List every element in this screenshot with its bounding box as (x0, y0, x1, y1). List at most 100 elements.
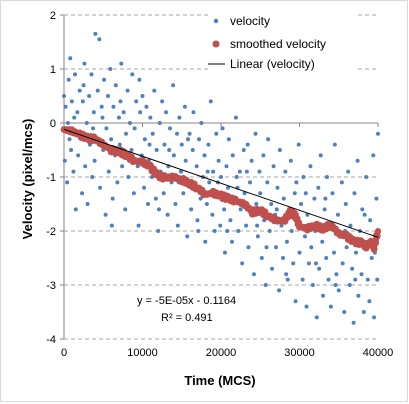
velocity-point (364, 175, 369, 179)
velocity-point (110, 196, 115, 201)
velocity-point (68, 56, 73, 61)
velocity-point (147, 142, 152, 147)
velocity-point (90, 175, 95, 179)
velocity-point (350, 266, 355, 271)
velocity-point (113, 83, 118, 88)
velocity-point (237, 169, 242, 174)
velocity-point (178, 169, 183, 174)
velocity-point (219, 175, 223, 179)
velocity-point (216, 158, 221, 163)
legend-marker-smoothed (212, 40, 220, 48)
velocity-point (89, 72, 94, 77)
velocity-point (229, 239, 234, 244)
velocity-point (326, 277, 331, 282)
velocity-point (85, 202, 90, 206)
velocity-point (269, 202, 274, 206)
velocity-point (255, 234, 260, 239)
velocity-point (277, 288, 282, 293)
velocity-point (121, 110, 126, 115)
velocity-point (187, 131, 192, 136)
velocity-point (284, 239, 289, 244)
velocity-point (81, 83, 86, 88)
velocity-point (340, 261, 345, 266)
velocity-point (274, 207, 279, 212)
velocity-point (339, 180, 344, 185)
velocity-point (324, 256, 329, 260)
velocity-point (291, 261, 296, 266)
y-tick-label: -1 (46, 172, 56, 184)
velocity-point (100, 115, 105, 120)
velocity-point (92, 158, 97, 163)
velocity-point (332, 142, 337, 147)
velocity-point (99, 104, 104, 109)
velocity-point (181, 191, 186, 196)
velocity-point (369, 256, 374, 260)
velocity-point (352, 191, 357, 196)
velocity-point (248, 180, 253, 185)
velocity-point (108, 67, 113, 71)
velocity-point (66, 77, 71, 82)
velocity-point (244, 223, 249, 228)
velocity-point (171, 153, 176, 158)
velocity-point (80, 99, 85, 104)
velocity-point (226, 137, 231, 142)
velocity-point (204, 202, 209, 206)
velocity-point (142, 185, 147, 190)
x-tick-label: 30000 (284, 347, 315, 359)
velocity-point (194, 164, 199, 169)
velocity-point (132, 126, 137, 131)
legend-marker-velocity (213, 18, 219, 24)
velocity-point (105, 94, 110, 98)
velocity-point (135, 164, 140, 169)
velocity-point (332, 250, 337, 255)
velocity-point (258, 191, 263, 196)
velocity-point (165, 212, 170, 217)
velocity-point (303, 191, 308, 196)
velocity-point (130, 72, 135, 77)
legend-label-smoothed: smoothed velocity (230, 37, 326, 51)
velocity-point (289, 229, 294, 233)
velocity-point (355, 158, 360, 163)
velocity-point (154, 148, 159, 152)
velocity-point (134, 99, 139, 104)
velocity-point (297, 250, 302, 255)
smoothed-velocity-point (370, 245, 378, 253)
velocity-point (300, 277, 305, 282)
velocity-point (342, 310, 347, 314)
velocity-point (140, 94, 145, 98)
velocity-point (368, 218, 373, 223)
velocity-point (240, 261, 245, 266)
velocity-point (214, 131, 219, 136)
velocity-point (160, 99, 165, 104)
velocity-point (313, 261, 318, 266)
velocity-point (65, 121, 70, 125)
y-tick-label: 1 (50, 64, 56, 76)
velocity-point (150, 131, 155, 136)
velocity-point (348, 223, 353, 228)
velocity-point (152, 88, 157, 93)
legend-box (208, 12, 358, 74)
linear-trendline (63, 128, 379, 238)
velocity-point (263, 283, 268, 287)
velocity-point (296, 142, 301, 147)
velocity-point (73, 207, 78, 212)
velocity-point (196, 229, 201, 233)
velocity-point (288, 158, 293, 163)
velocity-point (207, 180, 212, 185)
velocity-point (244, 169, 249, 174)
velocity-point (72, 72, 77, 77)
smoothed-velocity-point (372, 239, 380, 247)
velocity-point (304, 304, 309, 309)
velocity-point (316, 185, 321, 190)
velocity-point (208, 99, 213, 104)
velocity-point (361, 310, 366, 314)
velocity-point (175, 131, 180, 136)
velocity-point (109, 223, 114, 228)
velocity-point (173, 202, 178, 206)
axes-layer (60, 14, 379, 340)
velocity-point (220, 126, 225, 131)
velocity-point (335, 212, 340, 217)
velocity-point (67, 137, 72, 142)
velocity-point (376, 131, 380, 136)
